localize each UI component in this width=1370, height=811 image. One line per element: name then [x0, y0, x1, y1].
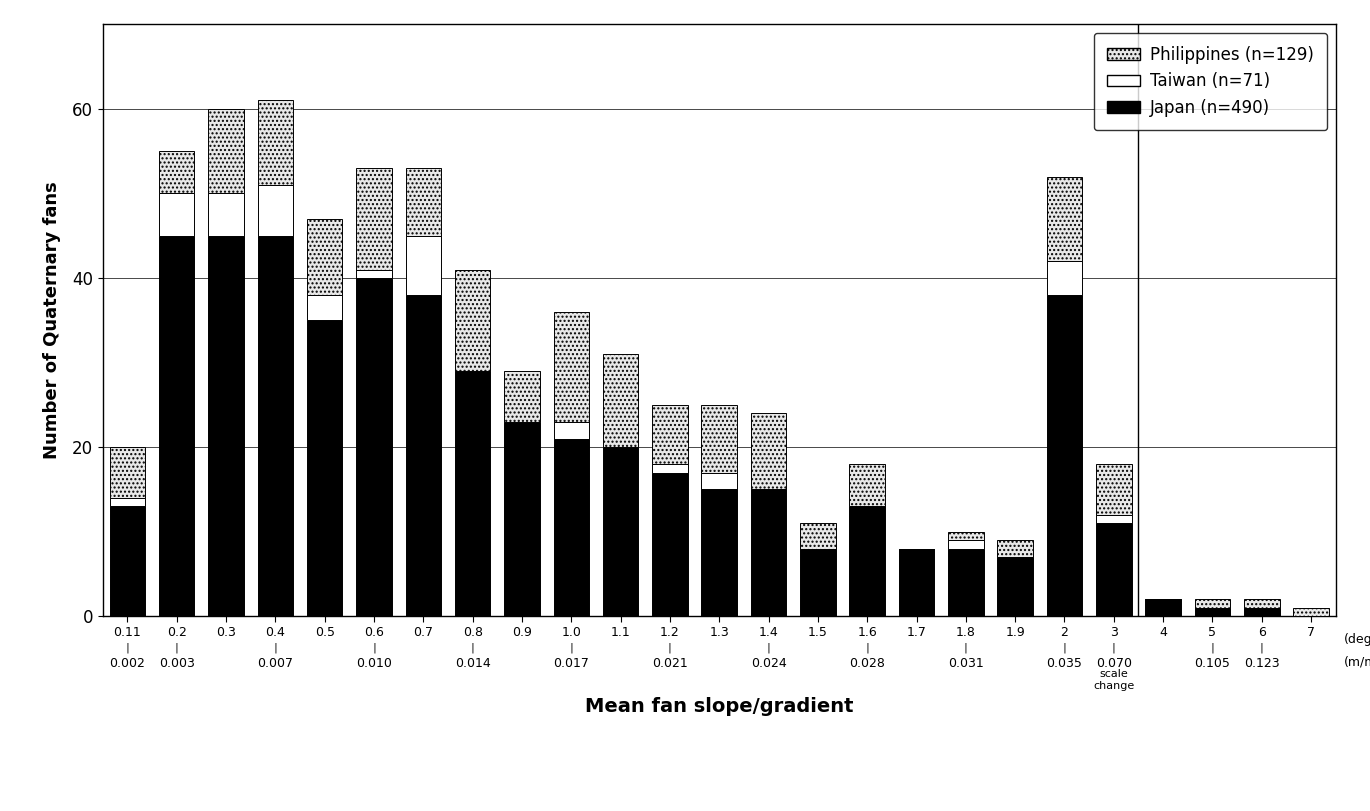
Legend: Philippines (n=129), Taiwan (n=71), Japan (n=490): Philippines (n=129), Taiwan (n=71), Japa…	[1093, 32, 1328, 130]
Bar	[553, 422, 589, 439]
Bar	[258, 185, 293, 236]
Bar	[997, 540, 1033, 557]
Text: 0.017: 0.017	[553, 657, 589, 670]
Text: 0.070: 0.070	[1096, 657, 1132, 670]
Bar	[553, 312, 589, 422]
Bar	[997, 557, 1033, 616]
Text: 0.002: 0.002	[110, 657, 145, 670]
Y-axis label: Number of Quaternary fans: Number of Quaternary fans	[42, 182, 60, 459]
Text: (degrees): (degrees)	[1344, 633, 1370, 646]
Bar	[159, 236, 195, 616]
Text: |: |	[1259, 643, 1265, 653]
Bar	[1244, 608, 1280, 616]
Bar	[1047, 177, 1082, 261]
Bar	[948, 549, 984, 616]
Text: 0.007: 0.007	[258, 657, 293, 670]
Bar	[406, 295, 441, 616]
Bar	[356, 168, 392, 269]
Bar	[899, 549, 934, 616]
Bar	[800, 523, 836, 549]
Bar	[110, 506, 145, 616]
Bar	[1195, 599, 1230, 608]
Bar	[1047, 295, 1082, 616]
Bar	[652, 473, 688, 616]
Text: |: |	[864, 643, 870, 653]
Bar	[159, 194, 195, 236]
Bar	[1096, 515, 1132, 523]
Text: |: |	[766, 643, 771, 653]
Text: 0.021: 0.021	[652, 657, 688, 670]
Bar	[110, 447, 145, 498]
Text: 0.031: 0.031	[948, 657, 984, 670]
Bar	[652, 464, 688, 473]
Bar	[406, 168, 441, 236]
Bar	[1195, 608, 1230, 616]
Bar	[553, 439, 589, 616]
Bar	[751, 490, 786, 616]
Bar	[504, 422, 540, 616]
Text: 0.123: 0.123	[1244, 657, 1280, 670]
Bar	[406, 236, 441, 295]
Text: |: |	[174, 643, 179, 653]
Text: 0.010: 0.010	[356, 657, 392, 670]
Text: |: |	[963, 643, 969, 653]
Bar	[208, 109, 244, 194]
Bar	[751, 414, 786, 490]
Bar	[504, 371, 540, 422]
Text: |: |	[470, 643, 475, 653]
Bar	[948, 532, 984, 540]
Text: |: |	[569, 643, 574, 653]
Bar	[849, 506, 885, 616]
Bar	[307, 320, 342, 616]
Bar	[1047, 261, 1082, 295]
Bar	[307, 295, 342, 320]
X-axis label: Mean fan slope/gradient: Mean fan slope/gradient	[585, 697, 854, 716]
Bar	[603, 447, 638, 616]
Bar	[1096, 464, 1132, 515]
Bar	[110, 498, 145, 506]
Bar	[307, 219, 342, 295]
Text: |: |	[371, 643, 377, 653]
Text: 0.028: 0.028	[849, 657, 885, 670]
Text: 0.024: 0.024	[751, 657, 786, 670]
Text: 0.014: 0.014	[455, 657, 490, 670]
Bar	[356, 269, 392, 278]
Text: scale
change: scale change	[1093, 669, 1134, 691]
Bar	[159, 151, 195, 194]
Bar	[701, 405, 737, 473]
Bar	[1293, 608, 1329, 616]
Bar	[356, 278, 392, 616]
Text: |: |	[667, 643, 673, 653]
Bar	[948, 540, 984, 549]
Text: 0.003: 0.003	[159, 657, 195, 670]
Bar	[455, 269, 490, 371]
Bar	[652, 405, 688, 464]
Bar	[208, 194, 244, 236]
Bar	[258, 101, 293, 185]
Bar	[1096, 523, 1132, 616]
Text: 0.035: 0.035	[1047, 657, 1082, 670]
Text: |: |	[273, 643, 278, 653]
Text: |: |	[1062, 643, 1067, 653]
Bar	[701, 473, 737, 490]
Bar	[603, 354, 638, 447]
Bar	[208, 236, 244, 616]
Bar	[849, 464, 885, 506]
Text: |: |	[1111, 643, 1117, 653]
Bar	[701, 490, 737, 616]
Text: 0.105: 0.105	[1195, 657, 1230, 670]
Bar	[1244, 599, 1280, 608]
Bar	[1145, 599, 1181, 616]
Text: (m/m): (m/m)	[1344, 655, 1370, 668]
Bar	[455, 371, 490, 616]
Text: |: |	[1210, 643, 1215, 653]
Bar	[800, 549, 836, 616]
Bar	[258, 236, 293, 616]
Text: |: |	[125, 643, 130, 653]
